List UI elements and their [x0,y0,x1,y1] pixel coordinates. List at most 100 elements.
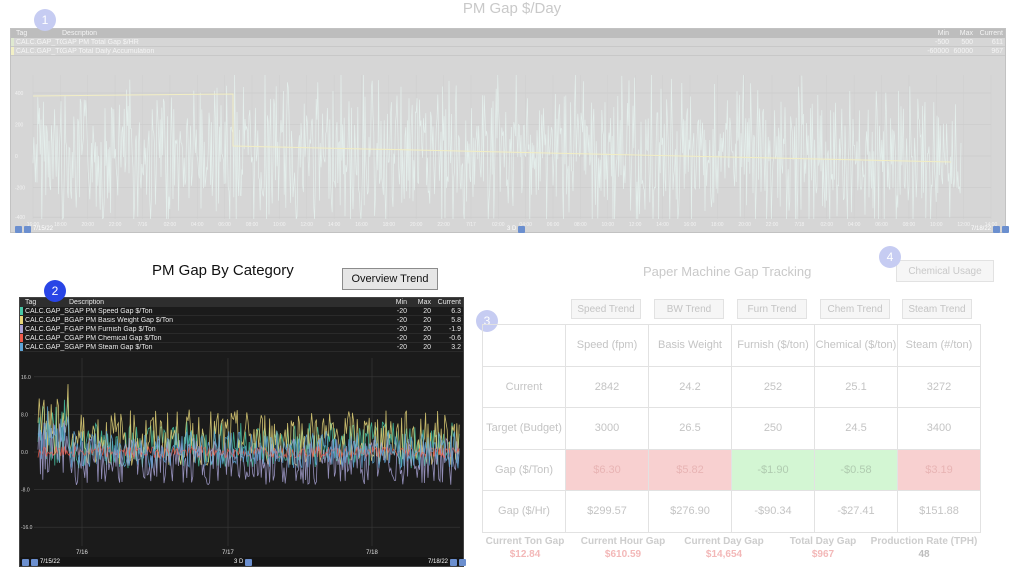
top-trend-pager-right: 7/18/22 [971,225,1010,233]
legend-row[interactable]: CALC.GAP_C GAP PM Chemical Gap $/Ton -20… [20,334,463,343]
legend-tag: CALC.GAP_TO [16,38,62,46]
x-tick-label: 08:00 [574,222,587,228]
x-tick-label: 06:00 [875,222,888,228]
bw-trend-button[interactable]: BW Trend [654,299,724,319]
legend-row[interactable]: CALC.GAP_S GAP PM Speed Gap $/Ton -20 20… [20,307,463,316]
series-line-gap-pm-steam-gap-ton [37,406,460,470]
x-tick-label: 06:00 [218,222,231,228]
range-dropdown-icon[interactable] [518,225,526,233]
category-trend-pager-right: 7/18/22 [428,558,467,566]
legend-header-spacer [20,299,23,307]
legend-row[interactable]: CALC.GAP_TO GAP Total Daily Accumulation… [11,47,1005,56]
prev-page-icon[interactable] [24,225,31,233]
legend-row[interactable]: CALC.GAP_B GAP PM Basis Weight Gap $/Ton… [20,316,463,325]
category-trend-range[interactable]: 3 D [234,558,253,566]
next-page-icon[interactable] [450,558,458,566]
last-page-icon[interactable] [1002,225,1010,233]
row-label: Target (Budget) [482,407,566,450]
furn-trend-button[interactable]: Furn Trend [737,299,807,319]
table-cell: -$27.41 [814,490,898,533]
category-trend-plot[interactable]: 16.0 8.0 0.0 -8.0 -16.0 7/16 7/17 7/18 [20,354,465,559]
table-header-row: Speed (fpm) Basis Weight Furnish ($/ton)… [482,324,981,367]
summary-label: Current Hour Gap [580,536,666,547]
top-trend-title: PM Gap $/Day [462,0,562,17]
table-cell: 2842 [565,365,649,408]
prev-page-icon[interactable] [31,558,38,566]
summary-value: $610.59 [604,549,642,560]
legend-min: -20 [396,334,407,342]
first-page-icon[interactable] [15,225,22,233]
table-cell: $151.88 [897,490,981,533]
legend-current: 3.2 [451,343,461,351]
top-trend-range[interactable]: 3 D [507,225,526,233]
summary-value: $967 [811,549,835,560]
legend-max: 500 [961,38,973,46]
overview-trend-button[interactable]: Overview Trend [342,268,438,290]
x-tick-label: 7/18 [795,222,805,228]
top-trend-start-date: 7/15/22 [33,226,54,232]
y-tick-label: -8.0 [21,488,30,494]
legend-min: -20 [396,325,407,333]
legend-row[interactable]: CALC.GAP_S GAP PM Steam Gap $/Ton -20 20… [20,343,463,352]
y-tick-label: -400 [15,215,25,221]
legend-header-min: Min [937,30,949,37]
gap-table: Speed (fpm) Basis Weight Furnish ($/ton)… [482,324,981,533]
range-dropdown-icon[interactable] [245,558,253,566]
table-cell: -$90.34 [731,490,815,533]
x-tick-label: 7/17 [466,222,476,228]
x-tick-label: 06:00 [547,222,560,228]
table-row: Current 2842 24.2 252 25.1 3272 [482,365,981,408]
table-cell: 252 [731,365,815,408]
marker-2: 2 [44,280,66,302]
legend-min: -60000 [927,47,949,55]
next-page-icon[interactable] [993,225,1001,233]
last-page-icon[interactable] [459,558,467,566]
row-label: Gap ($/Hr) [482,490,566,533]
legend-row[interactable]: CALC.GAP_TO GAP PM Total Gap $/HR -500 5… [11,38,1005,47]
first-page-icon[interactable] [22,558,29,566]
summary-value: $12.84 [509,549,541,560]
chem-trend-button[interactable]: Chem Trend [820,299,890,319]
summary-label: Production Rate (TPH) [870,536,978,547]
legend-header-tag: Tag [16,30,28,37]
x-tick-label: 02:00 [492,222,505,228]
table-row: Gap ($/Hr) $299.57 $276.90 -$90.34 -$27.… [482,490,981,533]
legend-header: Tag Description Min Max Current [11,29,1005,38]
category-trend-title: PM Gap By Category [152,262,294,279]
x-tick-label: 10:00 [273,222,286,228]
summary-label: Total Day Gap [789,536,857,547]
legend-swatch [20,325,23,333]
legend-header: Tag Description Min Max Current [20,298,463,307]
legend-row[interactable]: CALC.GAP_F GAP PM Furnish Gap $/Ton -20 … [20,325,463,334]
y-tick-label: 200 [15,123,24,129]
legend-max: 20 [423,325,431,333]
legend-current: -0.6 [448,334,461,342]
summary-current-hour-gap: Current Hour Gap $610.59 [578,536,668,560]
top-trend-panel[interactable]: Tag Description Min Max Current CALC.GAP… [10,28,1010,234]
steam-trend-button[interactable]: Steam Trend [902,299,972,319]
category-trend-panel[interactable]: Tag Description Min Max Current CALC.GAP… [19,297,467,567]
table-cell: $5.82 [648,448,732,491]
table-cell: 3400 [897,407,981,450]
x-tick-label: 22:00 [109,222,122,228]
column-header: Steam (#/ton) [897,324,981,367]
category-trend-footer: 7/15/22 3 D 7/18/22 [20,557,467,566]
y-tick-label: -16.0 [21,525,33,531]
x-tick-label: 14:00 [656,222,669,228]
category-trend-end-date: 7/18/22 [428,559,449,565]
row-label: Gap ($/Ton) [482,448,566,491]
summary-value: $14,654 [705,549,743,560]
speed-trend-button[interactable]: Speed Trend [571,299,641,319]
table-cell: 24.2 [648,365,732,408]
legend-swatch [20,343,23,351]
chemical-usage-button[interactable]: Chemical Usage [896,260,994,282]
legend-description: GAP Total Daily Accumulation [62,47,155,55]
x-tick-label: 20:00 [738,222,751,228]
x-tick-label: 16:00 [27,222,40,228]
legend-swatch [11,38,14,46]
x-tick-label: 18:00 [383,222,396,228]
marker-1: 1 [34,9,56,31]
legend-header-current: Current [979,30,1003,37]
x-tick-label: 22:00 [437,222,450,228]
